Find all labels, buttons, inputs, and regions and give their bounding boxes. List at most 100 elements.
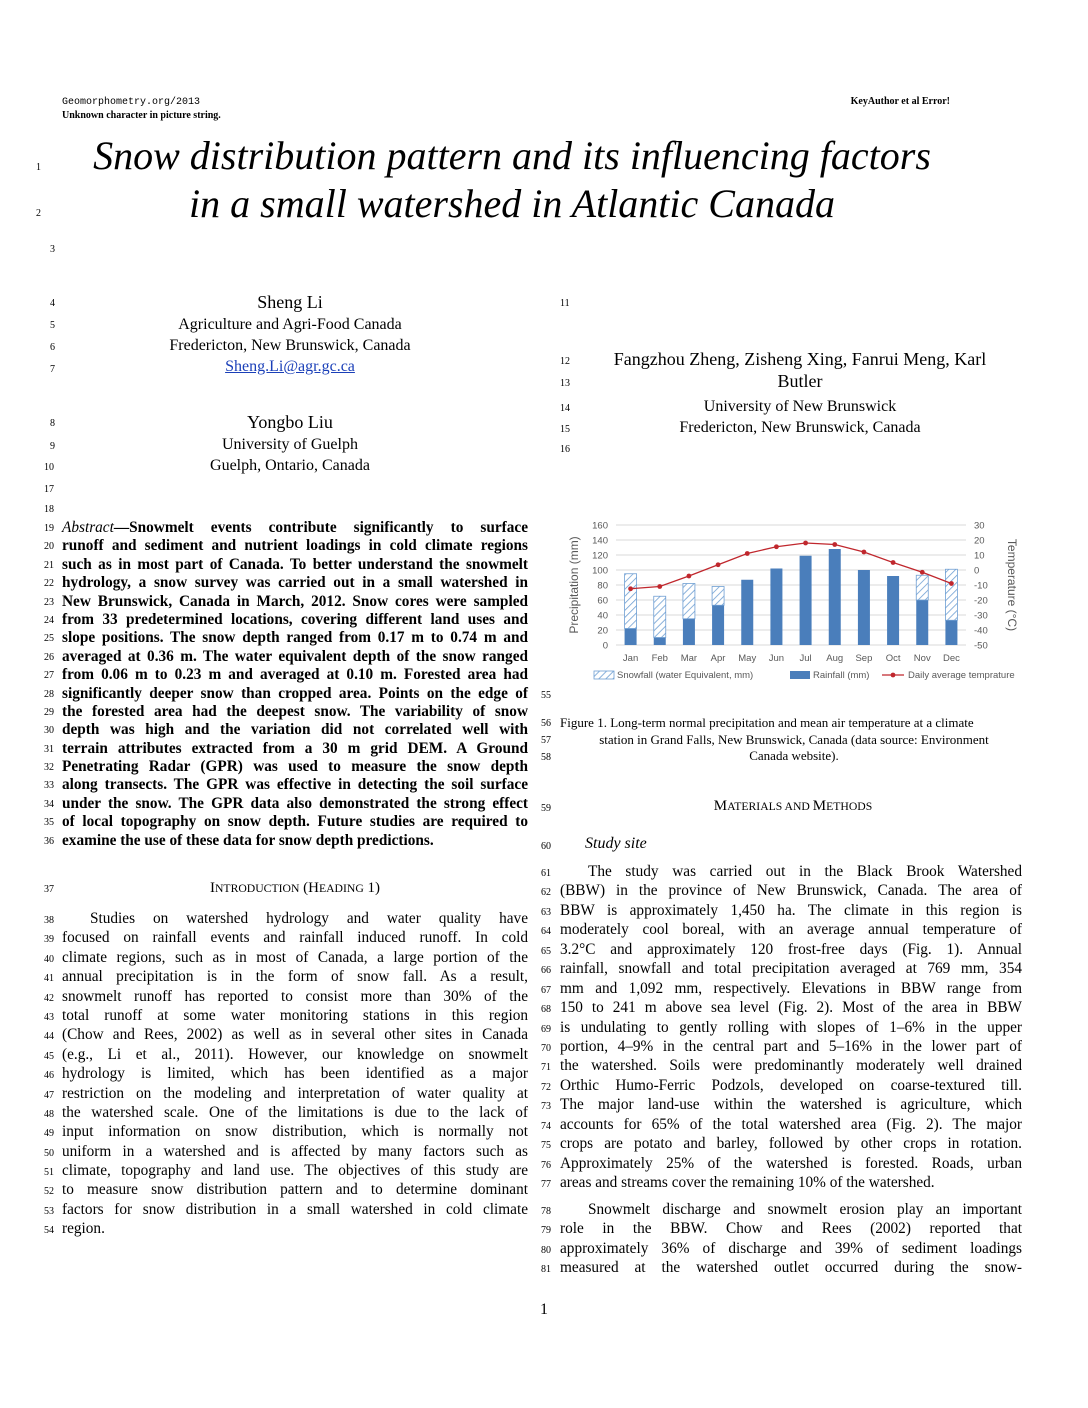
- x-tick-label: Nov: [914, 653, 931, 664]
- author-affiliation: University of Guelph: [222, 436, 358, 453]
- text-line: climate, topography and land use. The ob…: [62, 1162, 528, 1180]
- text-line: measured at the watershed outlet occurre…: [560, 1259, 1022, 1277]
- line-number: 22: [44, 578, 54, 590]
- temperature-point: [774, 544, 779, 550]
- methods-paragraph-2: Snowmelt discharge and snowmelt erosion …: [560, 1200, 1022, 1278]
- text-line: The major land-use within the watershed …: [560, 1096, 1022, 1114]
- x-tick-label: Mar: [681, 653, 697, 664]
- running-header-right: KeyAuthor et al Error!: [850, 96, 950, 107]
- line-number: 10: [44, 462, 54, 473]
- line-number: 76: [541, 1159, 551, 1171]
- author-email-link[interactable]: Sheng.Li@agr.gc.ca: [225, 358, 355, 375]
- rainfall-bar: [712, 605, 725, 645]
- text-line: region.: [62, 1220, 105, 1238]
- legend-label: Snowfall (water Equivalent, mm): [617, 670, 753, 681]
- text-line: portion, 4–9% in the central part and 5–…: [560, 1037, 1022, 1055]
- temperature-point: [832, 542, 838, 547]
- text-line: under the snow. The GPR data also demons…: [62, 794, 528, 812]
- rainfall-bar: [770, 568, 783, 645]
- y2-tick-label: 0: [974, 566, 979, 577]
- text-line: to measure snow distribution pattern and…: [62, 1181, 528, 1199]
- line-number: 21: [44, 559, 54, 571]
- x-tick-label: Apr: [711, 653, 726, 664]
- text-line: (Chow and Rees, 2002) as well as in seve…: [62, 1026, 528, 1044]
- subsection-heading-study-site: Study site: [585, 835, 647, 852]
- y-tick-label: 120: [592, 551, 608, 562]
- y-tick-label: 140: [592, 536, 608, 547]
- snowfall-bar: [915, 574, 929, 601]
- line-number: 2: [36, 208, 41, 219]
- heading-cap: M: [812, 798, 827, 814]
- intro-body: Studies on watershed hydrology and water…: [62, 909, 528, 1239]
- figure-1-caption: Figure 1. Long-term normal precipitation…: [560, 715, 1028, 765]
- line-number: 51: [44, 1167, 54, 1179]
- x-tick-label: May: [738, 653, 756, 664]
- line-number: 58: [541, 752, 551, 763]
- temperature-point: [628, 586, 633, 592]
- line-number: 1: [36, 162, 41, 173]
- line-number: 23: [44, 596, 54, 608]
- rainfall-bar: [682, 618, 695, 645]
- text-line: total runoff at some water monitoring st…: [62, 1006, 528, 1024]
- journal-site: Geomorphometry.org/2013: [62, 97, 201, 108]
- y-tick-label: 40: [597, 611, 608, 622]
- text-line: examine the use of these data for snow d…: [62, 831, 434, 849]
- rainfall-bar: [916, 600, 929, 645]
- line-number: 5: [50, 320, 55, 331]
- line-number: 75: [541, 1140, 551, 1152]
- title-line-2: in a small watershed in Atlantic Canada: [189, 181, 835, 226]
- author-name: Yongbo Liu: [247, 412, 333, 432]
- legend-label: Daily average temprature: [908, 670, 1015, 681]
- x-tick-label: Sep: [855, 653, 872, 664]
- y-tick-label: 0: [603, 641, 608, 652]
- author-3: Fangzhou Zheng, Zisheng Xing, Fanrui Men…: [580, 348, 1020, 438]
- rainfall-bar: [624, 628, 637, 645]
- text-line: Abstract—Snowmelt events contribute sign…: [62, 519, 528, 536]
- line-number: 41: [44, 973, 54, 985]
- text-line: climate regions, such as in most of Cana…: [62, 948, 528, 966]
- temperature-point: [803, 540, 808, 546]
- x-tick-label: Jun: [769, 653, 784, 664]
- methods-paragraph-1: The study was carried out in the Black B…: [560, 862, 1022, 1192]
- text-line: Penetrating Radar (GPR) was used to meas…: [62, 758, 528, 776]
- y-tick-label: 160: [592, 521, 608, 532]
- text-line: is undulating to gently rolling with slo…: [560, 1018, 1022, 1036]
- heading-smallcaps: aterials and: [727, 800, 813, 813]
- rainfall-bar: [828, 549, 841, 645]
- text-line: uniform in a watershed and is affected b…: [62, 1142, 528, 1160]
- rainfall-bar: [799, 555, 812, 645]
- line-number: 79: [541, 1225, 551, 1237]
- line-number: 20: [44, 541, 54, 553]
- text-line: from 33 predetermined locations, coverin…: [62, 610, 528, 628]
- snowfall-bar: [945, 568, 958, 621]
- y2-axis-title: Temperature (°C): [1005, 539, 1019, 631]
- y2-tick-label: 10: [974, 551, 985, 562]
- line-number: 16: [560, 444, 570, 455]
- y-tick-label: 100: [592, 566, 608, 577]
- line-number: 72: [541, 1081, 551, 1093]
- rainfall-bar: [887, 576, 900, 645]
- line-number: 67: [541, 984, 551, 996]
- line-number: 13: [560, 378, 570, 389]
- author-location: Guelph, Ontario, Canada: [210, 457, 370, 474]
- line-number: 6: [50, 342, 55, 353]
- text-line: restriction on the modeling and interpre…: [62, 1084, 528, 1102]
- line-number: 81: [541, 1264, 551, 1276]
- paper-title: Snow distribution pattern and its influe…: [62, 132, 962, 228]
- figure-1-chart: 0 20 40 60 80 100 120 140 160 -50 -40 -30 -20 -10 0 10 2…: [560, 512, 1040, 690]
- line-number: 19: [44, 523, 54, 534]
- y2-tick-label: -50: [974, 641, 988, 652]
- temperature-point: [949, 581, 954, 586]
- line-number: 64: [541, 926, 551, 938]
- rainfall-bar: [741, 579, 754, 645]
- text-line: mm and 1,092 mm, respectively. Elevation…: [560, 979, 1022, 997]
- author-affiliation: University of New Brunswick: [703, 398, 897, 415]
- text-line: approximately 36% of discharge and 39% o…: [560, 1239, 1022, 1257]
- line-number: 43: [44, 1011, 54, 1023]
- line-number: 44: [44, 1031, 54, 1043]
- line-number: 4: [50, 298, 55, 309]
- y-tick-label: 80: [597, 581, 608, 592]
- text-line: significantly deeper snow than cropped a…: [62, 684, 528, 702]
- line-number: 66: [541, 965, 551, 977]
- text-line: hydrology, a snow survey was carried out…: [62, 574, 528, 592]
